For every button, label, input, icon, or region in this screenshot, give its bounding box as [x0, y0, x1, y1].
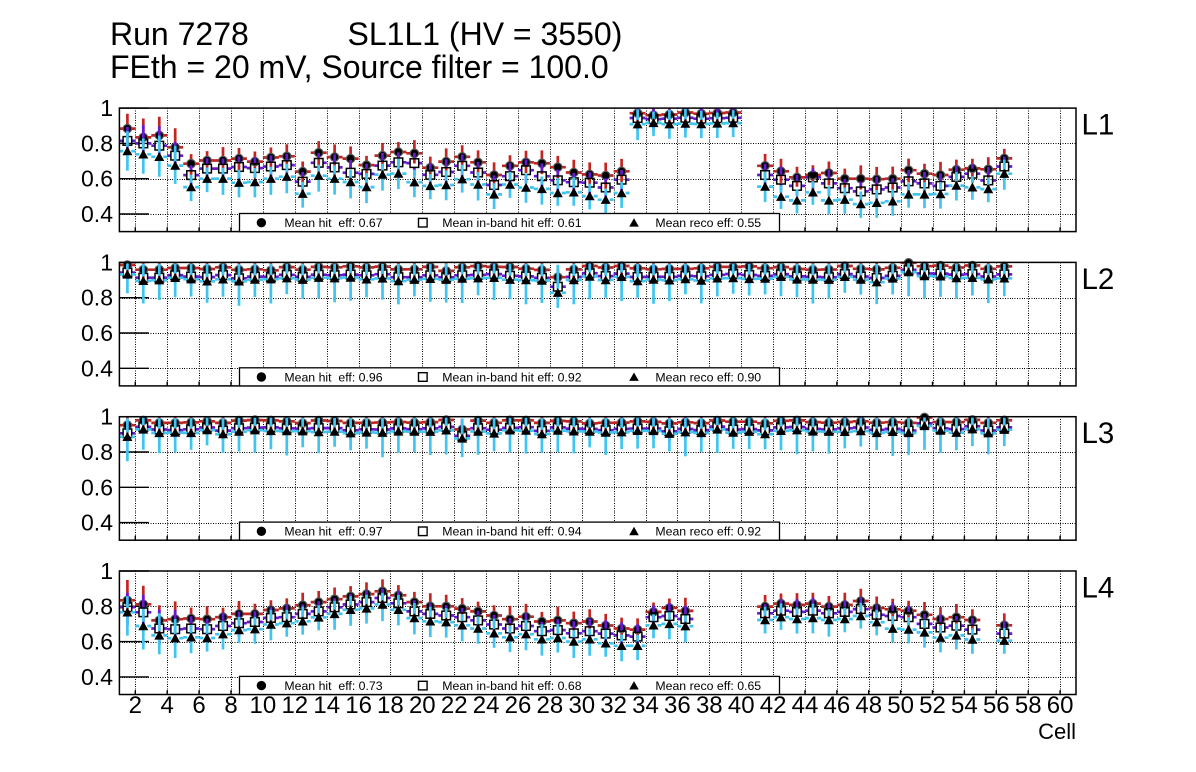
svg-text:12: 12 — [281, 692, 308, 719]
svg-text:52: 52 — [919, 692, 946, 719]
svg-text:0.4: 0.4 — [81, 201, 113, 227]
svg-text:Run 7278: Run 7278 — [110, 16, 249, 52]
svg-text:Mean hit eff: 0.96: Mean hit eff: 0.96 — [284, 370, 382, 384]
svg-text:32: 32 — [600, 692, 627, 719]
svg-text:36: 36 — [664, 692, 691, 719]
svg-text:Mean in-band hit eff: 0.94: Mean in-band hit eff: 0.94 — [442, 525, 581, 539]
svg-text:Mean in-band hit eff: 0.92: Mean in-band hit eff: 0.92 — [442, 370, 581, 384]
svg-text:0.6: 0.6 — [81, 474, 113, 500]
svg-text:L3: L3 — [1082, 417, 1115, 450]
svg-text:48: 48 — [855, 692, 882, 719]
svg-text:4: 4 — [161, 692, 174, 719]
svg-text:34: 34 — [632, 692, 659, 719]
svg-text:L4: L4 — [1082, 572, 1115, 605]
svg-text:60: 60 — [1047, 692, 1074, 719]
svg-text:L2: L2 — [1082, 263, 1115, 296]
svg-text:Cell: Cell — [1038, 719, 1076, 744]
svg-text:14: 14 — [313, 692, 340, 719]
svg-text:1: 1 — [100, 404, 113, 430]
svg-text:50: 50 — [887, 692, 914, 719]
svg-text:0.4: 0.4 — [81, 510, 113, 536]
svg-text:56: 56 — [983, 692, 1010, 719]
svg-text:Mean in-band hit eff: 0.61: Mean in-band hit eff: 0.61 — [442, 216, 581, 230]
svg-text:26: 26 — [505, 692, 532, 719]
svg-text:Mean reco eff: 0.55: Mean reco eff: 0.55 — [655, 216, 761, 230]
svg-text:0.6: 0.6 — [81, 320, 113, 346]
svg-text:30: 30 — [568, 692, 595, 719]
svg-text:22: 22 — [441, 692, 468, 719]
svg-text:42: 42 — [760, 692, 787, 719]
svg-text:58: 58 — [1015, 692, 1042, 719]
svg-text:44: 44 — [792, 692, 819, 719]
svg-text:28: 28 — [537, 692, 564, 719]
svg-text:0.4: 0.4 — [81, 355, 113, 381]
svg-text:10: 10 — [250, 692, 277, 719]
svg-text:0.8: 0.8 — [81, 593, 113, 619]
svg-text:16: 16 — [345, 692, 372, 719]
svg-text:FEth = 20 mV, Source filter =: FEth = 20 mV, Source filter = 100.0 — [110, 49, 609, 85]
svg-text:0.8: 0.8 — [81, 285, 113, 311]
svg-text:20: 20 — [409, 692, 436, 719]
svg-text:46: 46 — [824, 692, 851, 719]
svg-text:Mean reco eff: 0.90: Mean reco eff: 0.90 — [655, 370, 761, 384]
svg-text:Mean reco eff: 0.65: Mean reco eff: 0.65 — [655, 679, 761, 693]
svg-text:40: 40 — [728, 692, 755, 719]
svg-text:SL1L1 (HV = 3550): SL1L1 (HV = 3550) — [348, 16, 623, 52]
svg-text:0.6: 0.6 — [81, 629, 113, 655]
svg-text:1: 1 — [100, 249, 113, 275]
svg-text:0.8: 0.8 — [81, 130, 113, 156]
svg-text:Mean hit eff: 0.67: Mean hit eff: 0.67 — [284, 216, 382, 230]
svg-text:0.8: 0.8 — [81, 439, 113, 465]
svg-text:0.6: 0.6 — [81, 166, 113, 192]
svg-text:24: 24 — [473, 692, 500, 719]
svg-text:1: 1 — [100, 95, 113, 121]
svg-text:8: 8 — [224, 692, 237, 719]
svg-text:18: 18 — [377, 692, 404, 719]
svg-text:Mean hit eff: 0.97: Mean hit eff: 0.97 — [284, 525, 382, 539]
svg-text:6: 6 — [192, 692, 205, 719]
svg-text:38: 38 — [696, 692, 723, 719]
svg-text:2: 2 — [129, 692, 142, 719]
svg-text:Mean in-band hit eff: 0.68: Mean in-band hit eff: 0.68 — [442, 679, 581, 693]
svg-text:L1: L1 — [1082, 109, 1115, 142]
svg-text:Mean hit eff: 0.73: Mean hit eff: 0.73 — [284, 679, 382, 693]
svg-text:1: 1 — [100, 558, 113, 584]
svg-text:Mean reco eff: 0.92: Mean reco eff: 0.92 — [655, 525, 761, 539]
svg-text:54: 54 — [951, 692, 978, 719]
svg-text:0.4: 0.4 — [81, 664, 113, 690]
